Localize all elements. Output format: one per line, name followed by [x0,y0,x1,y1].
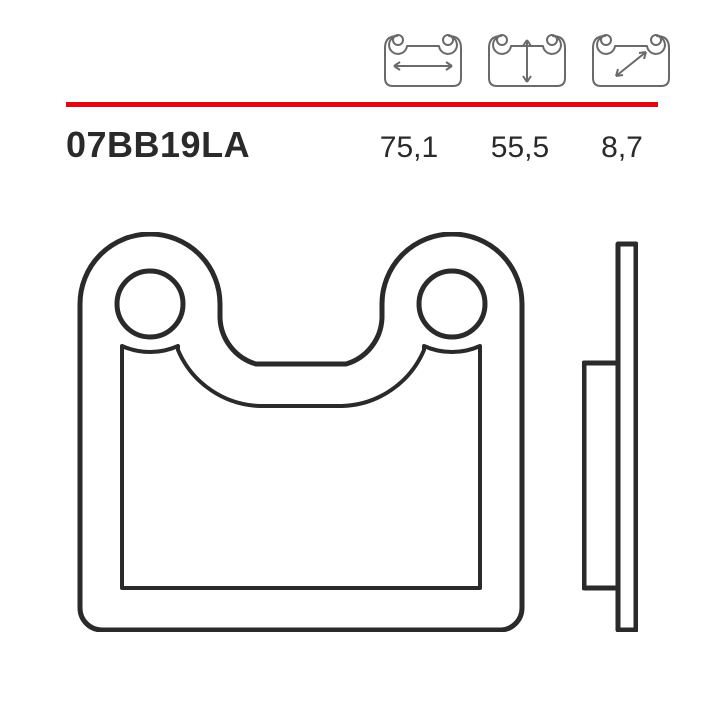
main-drawings [66,212,658,652]
labels-row: 07BB19LA 75,1 55,5 8,7 [66,124,658,166]
brake-pad-side-view [582,232,638,632]
brake-pad-front-view [66,232,536,632]
width-dimension-icon [380,28,466,92]
dimension-icons-row [380,28,674,92]
diagram-container: 07BB19LA 75,1 55,5 8,7 [0,0,724,724]
part-number: 07BB19LA [66,124,250,166]
thickness-dimension-icon [588,28,674,92]
separator-line [66,102,658,107]
dimension-thickness: 8,7 [586,131,658,165]
height-dimension-icon [484,28,570,92]
dimension-width: 75,1 [358,131,460,165]
dimensions-group: 75,1 55,5 8,7 [358,131,658,165]
dimension-height: 55,5 [466,131,574,165]
